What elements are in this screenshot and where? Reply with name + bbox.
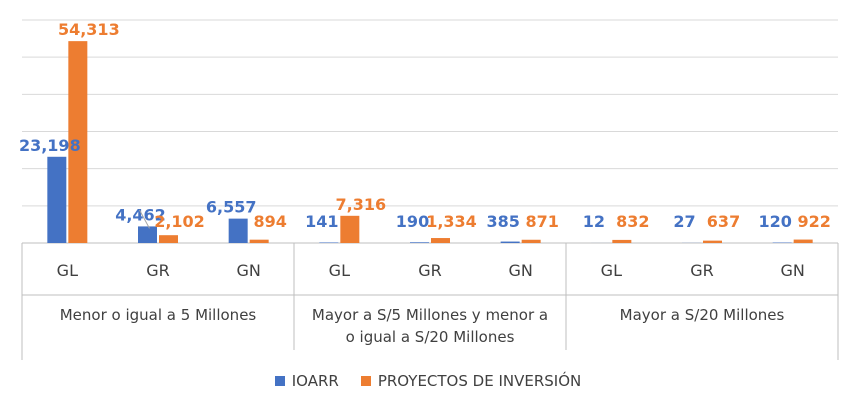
data-label-proyectos: 894	[253, 212, 286, 231]
bar-proyectos	[793, 239, 813, 243]
bar-proyectos	[340, 215, 360, 243]
category-tick-label: GR	[418, 261, 442, 280]
bar-proyectos	[431, 238, 450, 243]
bar-ioarr	[410, 242, 429, 243]
data-label-ioarr: 12	[583, 212, 605, 231]
group-label: Mayor a S/20 Millones	[620, 306, 785, 324]
data-label-proyectos: 1,334	[426, 212, 477, 231]
bar-ioarr	[500, 241, 520, 243]
bar-proyectos	[68, 41, 88, 243]
data-label-ioarr: 6,557	[206, 198, 257, 217]
legend-label-ioarr: IOARR	[291, 372, 339, 390]
data-label-leader-line	[139, 209, 150, 229]
bar-ioarr	[47, 156, 67, 243]
bar-ioarr	[138, 226, 157, 243]
data-label-proyectos: 832	[616, 212, 649, 231]
group-label-line: o igual a S/20 Millones	[346, 328, 515, 346]
bar-proyectos	[703, 240, 722, 243]
data-label-ioarr: 4,462	[115, 205, 166, 224]
group-label-line: Mayor a S/5 Millones y menor a	[312, 306, 548, 324]
data-label-proyectos: 922	[797, 212, 830, 231]
data-label-proyectos: 54,313	[58, 20, 120, 39]
legend: IOARR PROYECTOS DE INVERSIÓN	[0, 372, 856, 390]
data-label-ioarr: 27	[673, 212, 695, 231]
category-tick-label: GR	[690, 261, 714, 280]
group-label-line: Menor o igual a 5 Millones	[60, 306, 257, 324]
category-tick-label: GR	[146, 261, 170, 280]
bar-proyectos	[159, 235, 178, 243]
bar-proyectos	[249, 239, 269, 243]
legend-label-proyectos: PROYECTOS DE INVERSIÓN	[377, 372, 582, 390]
group-label: Menor o igual a 5 Millones	[60, 306, 257, 324]
data-label-ioarr: 385	[486, 212, 519, 231]
bar-proyectos	[612, 239, 632, 243]
data-label-proyectos: 871	[525, 212, 558, 231]
data-label-ioarr: 23,198	[19, 136, 81, 155]
bar-ioarr	[228, 218, 248, 243]
legend-swatch-ioarr	[274, 376, 285, 386]
category-tick-label: GN	[780, 261, 804, 280]
group-label-line: Mayor a S/20 Millones	[620, 306, 785, 324]
category-tick-label: GN	[508, 261, 532, 280]
category-tick-label: GL	[601, 261, 622, 280]
group-label: Mayor a S/5 Millones y menor a o igual a …	[312, 306, 548, 346]
legend-item-proyectos: PROYECTOS DE INVERSIÓN	[360, 372, 582, 390]
legend-swatch-proyectos	[360, 376, 371, 386]
data-label-proyectos: 637	[707, 212, 740, 231]
legend-item-ioarr: IOARR	[274, 372, 339, 390]
category-tick-label: GL	[57, 261, 78, 280]
data-label-ioarr: 141	[305, 212, 338, 231]
category-tick-label: GL	[329, 261, 350, 280]
bar-ioarr	[319, 242, 339, 243]
data-label-proyectos: 7,316	[336, 195, 387, 214]
bar-proyectos	[521, 239, 541, 243]
category-tick-label: GN	[236, 261, 260, 280]
data-label-proyectos: 2,102	[154, 212, 205, 231]
data-label-ioarr: 190	[396, 212, 429, 231]
data-label-ioarr: 120	[758, 212, 791, 231]
